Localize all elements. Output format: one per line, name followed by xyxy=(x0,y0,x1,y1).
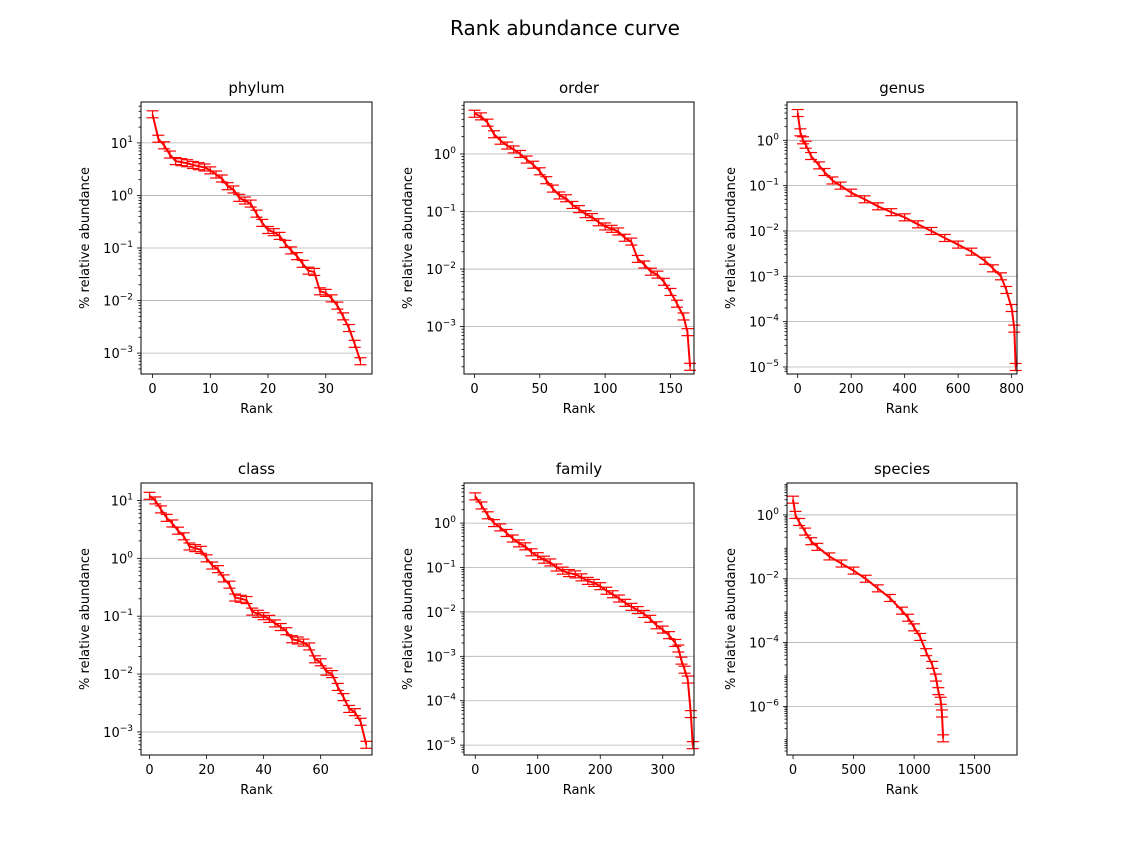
y-tick-label: 10−6 xyxy=(749,698,779,715)
y-tick-label: 100 xyxy=(434,515,457,532)
y-tick-label: 100 xyxy=(434,146,457,163)
x-axis-label: Rank xyxy=(563,783,596,798)
subplot-title: species xyxy=(874,460,930,478)
y-axis-label: % relative abundance xyxy=(78,548,93,690)
x-tick-label: 200 xyxy=(839,382,864,397)
y-tick-label: 10−2 xyxy=(103,293,133,310)
series-line xyxy=(151,114,362,362)
y-tick-label: 10−4 xyxy=(426,693,456,710)
x-tick-label: 400 xyxy=(892,382,917,397)
x-tick-label: 50 xyxy=(532,382,549,397)
series-line xyxy=(474,495,694,746)
x-tick-label: 300 xyxy=(650,763,675,778)
x-tick-label: 100 xyxy=(525,763,550,778)
x-tick-label: 800 xyxy=(999,382,1024,397)
axes-frame xyxy=(140,482,373,756)
series-line xyxy=(474,112,692,367)
x-tick-label: 1000 xyxy=(898,763,931,778)
x-tick-label: 60 xyxy=(312,763,329,778)
axes-frame xyxy=(463,482,695,756)
x-tick-label: 600 xyxy=(946,382,971,397)
axes-frame xyxy=(140,101,373,375)
y-axis-label: % relative abundance xyxy=(724,167,739,309)
y-tick-label: 10−3 xyxy=(103,724,133,741)
x-tick-label: 0 xyxy=(470,382,478,397)
y-tick-label: 10−3 xyxy=(749,268,779,285)
figure-title: Rank abundance curve xyxy=(450,16,680,40)
y-tick-label: 10−5 xyxy=(749,359,779,376)
subplot-phylum: 101 100 10−1 10−2 10−3 0 10 20 30 phylum Rank % rel… xyxy=(78,79,373,417)
y-tick-label: 10−1 xyxy=(749,178,779,195)
x-tick-label: 30 xyxy=(318,382,335,397)
x-tick-label: 150 xyxy=(658,382,683,397)
y-tick-label: 10−1 xyxy=(103,240,133,257)
x-tick-label: 0 xyxy=(145,763,153,778)
subplot-order: 100 10−1 10−2 10−3 0 50 100 150 order Rank % relat… xyxy=(401,79,697,417)
axes-frame xyxy=(786,101,1018,375)
x-axis-label: Rank xyxy=(240,402,273,417)
y-tick-label: 10−1 xyxy=(426,204,456,221)
subplot-title: phylum xyxy=(228,79,284,97)
y-axis-label: % relative abundance xyxy=(401,167,416,309)
x-tick-label: 0 xyxy=(148,382,156,397)
subplot-grid: 101 100 10−1 10−2 10−3 0 10 20 30 phylum Rank % rel… xyxy=(78,79,1024,798)
x-tick-label: 10 xyxy=(202,382,219,397)
x-tick-label: 0 xyxy=(789,763,797,778)
subplot-title: genus xyxy=(879,79,925,97)
y-tick-label: 10−2 xyxy=(426,261,456,278)
y-tick-label: 10−2 xyxy=(103,666,133,683)
y-tick-label: 10−3 xyxy=(426,648,456,665)
subplot-title: family xyxy=(556,460,602,478)
x-tick-label: 20 xyxy=(260,382,277,397)
y-tick-label: 10−3 xyxy=(426,319,456,336)
y-tick-label: 100 xyxy=(111,550,134,567)
y-axis-label: % relative abundance xyxy=(401,548,416,690)
x-tick-label: 100 xyxy=(593,382,618,397)
axes-frame xyxy=(463,101,695,375)
subplot-species: 100 10−2 10−4 10−6 0 500 1000 1500 species Rank % … xyxy=(724,460,1018,798)
y-tick-label: 101 xyxy=(111,492,133,509)
x-tick-label: 40 xyxy=(255,763,272,778)
subplot-genus: 100 10−1 10−2 10−3 10−4 10−5 0 200 400 600 800 genu… xyxy=(724,79,1024,417)
y-tick-label: 10−4 xyxy=(749,635,779,652)
y-tick-label: 101 xyxy=(111,135,133,152)
y-axis-label: % relative abundance xyxy=(724,548,739,690)
x-tick-label: 20 xyxy=(198,763,215,778)
y-tick-label: 100 xyxy=(111,187,134,204)
subplot-title: order xyxy=(559,79,600,97)
x-tick-label: 200 xyxy=(588,763,613,778)
y-tick-label: 10−3 xyxy=(103,345,133,362)
subplot-title: class xyxy=(238,460,275,478)
y-tick-label: 10−1 xyxy=(426,560,456,577)
series-line xyxy=(792,499,945,739)
axes-frame xyxy=(786,482,1018,756)
y-tick-label: 100 xyxy=(757,132,780,149)
y-tick-label: 10−2 xyxy=(426,604,456,621)
y-axis-label: % relative abundance xyxy=(78,167,93,309)
x-tick-label: 0 xyxy=(794,382,802,397)
series-line xyxy=(796,112,1017,368)
y-tick-label: 10−4 xyxy=(749,314,779,331)
x-tick-label: 1500 xyxy=(958,763,991,778)
x-tick-label: 500 xyxy=(841,763,866,778)
x-axis-label: Rank xyxy=(886,402,919,417)
y-tick-label: 10−1 xyxy=(103,608,133,625)
y-tick-label: 10−5 xyxy=(426,737,456,754)
x-tick-label: 0 xyxy=(471,763,479,778)
subplot-class: 101 100 10−1 10−2 10−3 0 20 40 60 class Rank % rela… xyxy=(78,460,373,798)
x-axis-label: Rank xyxy=(240,783,273,798)
x-axis-label: Rank xyxy=(886,783,919,798)
y-tick-label: 10−2 xyxy=(749,223,779,240)
x-axis-label: Rank xyxy=(563,402,596,417)
subplot-family: 100 10−1 10−2 10−3 10−4 10−5 0 100 200 300 family R… xyxy=(401,460,699,798)
y-tick-label: 100 xyxy=(757,507,780,524)
y-tick-label: 10−2 xyxy=(749,571,779,588)
